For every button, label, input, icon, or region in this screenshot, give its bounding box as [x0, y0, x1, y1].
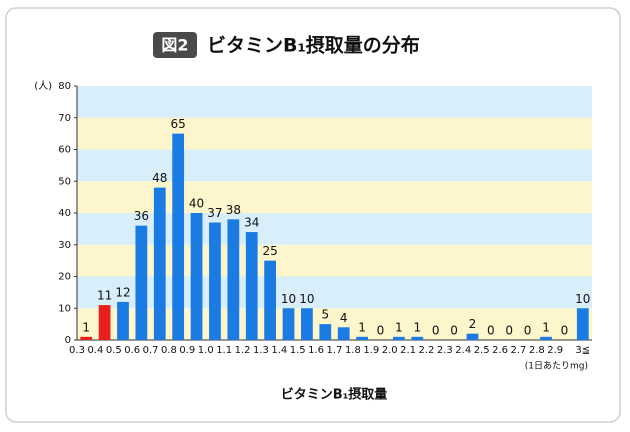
value-label: 10 — [575, 292, 590, 306]
x-tick-label: 1.2 — [235, 345, 251, 356]
x-tick-label: 2.5 — [474, 345, 490, 356]
x-tick-label: 1.3 — [253, 345, 269, 356]
bar — [301, 308, 313, 340]
value-label: 1 — [358, 320, 366, 334]
value-label: 0 — [505, 324, 513, 338]
y-tick-label: 30 — [58, 240, 71, 251]
bar — [172, 133, 185, 340]
bar — [135, 225, 148, 340]
figure-label-box — [153, 32, 197, 58]
value-label: 0 — [450, 324, 458, 338]
x-tick-label: 2.2 — [419, 345, 435, 356]
value-label: 12 — [115, 285, 130, 299]
value-label: 25 — [262, 244, 277, 258]
y-tick-label: 20 — [58, 272, 71, 283]
value-label: 37 — [207, 206, 222, 220]
value-label: 4 — [340, 311, 348, 325]
x-axis-label: ビタミンB₁摂取量 — [281, 387, 388, 403]
bar — [411, 336, 424, 340]
background-band — [77, 86, 592, 118]
chart-title: ビタミンB₁摂取量の分布 — [207, 34, 420, 57]
value-label: 1 — [413, 320, 421, 334]
x-tick-label: 2.9 — [547, 345, 563, 356]
bar — [356, 336, 368, 340]
x-tick-label: 2.1 — [400, 345, 416, 356]
bar — [282, 308, 295, 340]
bar — [80, 336, 93, 340]
x-tick-label: 2.6 — [492, 345, 508, 356]
x-tick-label: 2.0 — [382, 345, 398, 356]
x-tick-label: 2.7 — [510, 345, 526, 356]
x-tick-label: 1.0 — [198, 345, 214, 356]
bar — [466, 333, 479, 340]
value-label: 5 — [321, 308, 329, 322]
y-tick-label: 40 — [58, 208, 71, 219]
bar — [98, 305, 111, 340]
figure-label: 図2 — [161, 36, 188, 55]
value-label: 10 — [299, 292, 314, 306]
value-label: 0 — [487, 324, 495, 338]
bar — [190, 213, 203, 340]
x-tick-label: 0.7 — [143, 345, 159, 356]
x-tick-label: 1.4 — [271, 345, 287, 356]
value-label: 11 — [97, 289, 112, 303]
value-label: 0 — [432, 324, 440, 338]
x-tick-label: 0.4 — [87, 345, 103, 356]
x-tick-label: 0.5 — [106, 345, 122, 356]
x-tick-label: 1.5 — [290, 345, 306, 356]
y-tick-label: 10 — [58, 303, 71, 314]
value-label: 34 — [244, 216, 259, 230]
y-tick-label: 60 — [58, 145, 71, 156]
bar — [337, 327, 350, 340]
bar — [392, 336, 405, 340]
y-tick-label: 0 — [65, 335, 71, 346]
x-tick-label: 0.6 — [124, 345, 140, 356]
bar — [117, 301, 129, 340]
x-tick-label: 0.8 — [161, 345, 177, 356]
y-axis-label: (人) — [34, 80, 52, 92]
bar — [209, 222, 221, 340]
y-tick-label: 80 — [58, 81, 71, 92]
bar — [319, 324, 332, 340]
value-label: 65 — [171, 117, 186, 131]
bar — [153, 187, 166, 340]
x-tick-label: 1.1 — [216, 345, 232, 356]
value-label: 0 — [377, 324, 385, 338]
x-unit: (1日あたりmg) — [525, 361, 588, 372]
value-label: 1 — [395, 320, 403, 334]
y-tick-label: 70 — [58, 113, 71, 124]
bar — [227, 219, 240, 340]
bar — [245, 232, 258, 340]
value-label: 1 — [542, 320, 550, 334]
x-tick-label: 1.8 — [345, 345, 361, 356]
x-tick-label: 2.4 — [455, 345, 471, 356]
value-label: 2 — [469, 317, 477, 331]
bar — [576, 308, 589, 340]
x-tick-label: 1.6 — [308, 345, 324, 356]
x-tick-label: 1.9 — [363, 345, 379, 356]
value-label: 0 — [524, 324, 532, 338]
x-tick-label: 2.3 — [437, 345, 453, 356]
value-label: 1 — [82, 320, 90, 334]
value-label: 48 — [152, 171, 167, 185]
bar — [540, 336, 552, 340]
value-label: 40 — [189, 197, 204, 211]
x-tick-label: 3≦ — [575, 345, 590, 356]
background-band — [77, 117, 592, 150]
bar — [264, 260, 277, 340]
x-tick-label: 0.3 — [69, 345, 85, 356]
y-tick-label: 50 — [58, 176, 71, 187]
value-label: 38 — [226, 203, 241, 217]
value-label: 0 — [561, 324, 569, 338]
x-tick-label: 2.8 — [529, 345, 545, 356]
background-band — [77, 149, 592, 182]
value-label: 10 — [281, 292, 296, 306]
x-tick-label: 1.7 — [327, 345, 343, 356]
value-label: 36 — [134, 209, 149, 223]
x-tick-label: 0.9 — [179, 345, 195, 356]
